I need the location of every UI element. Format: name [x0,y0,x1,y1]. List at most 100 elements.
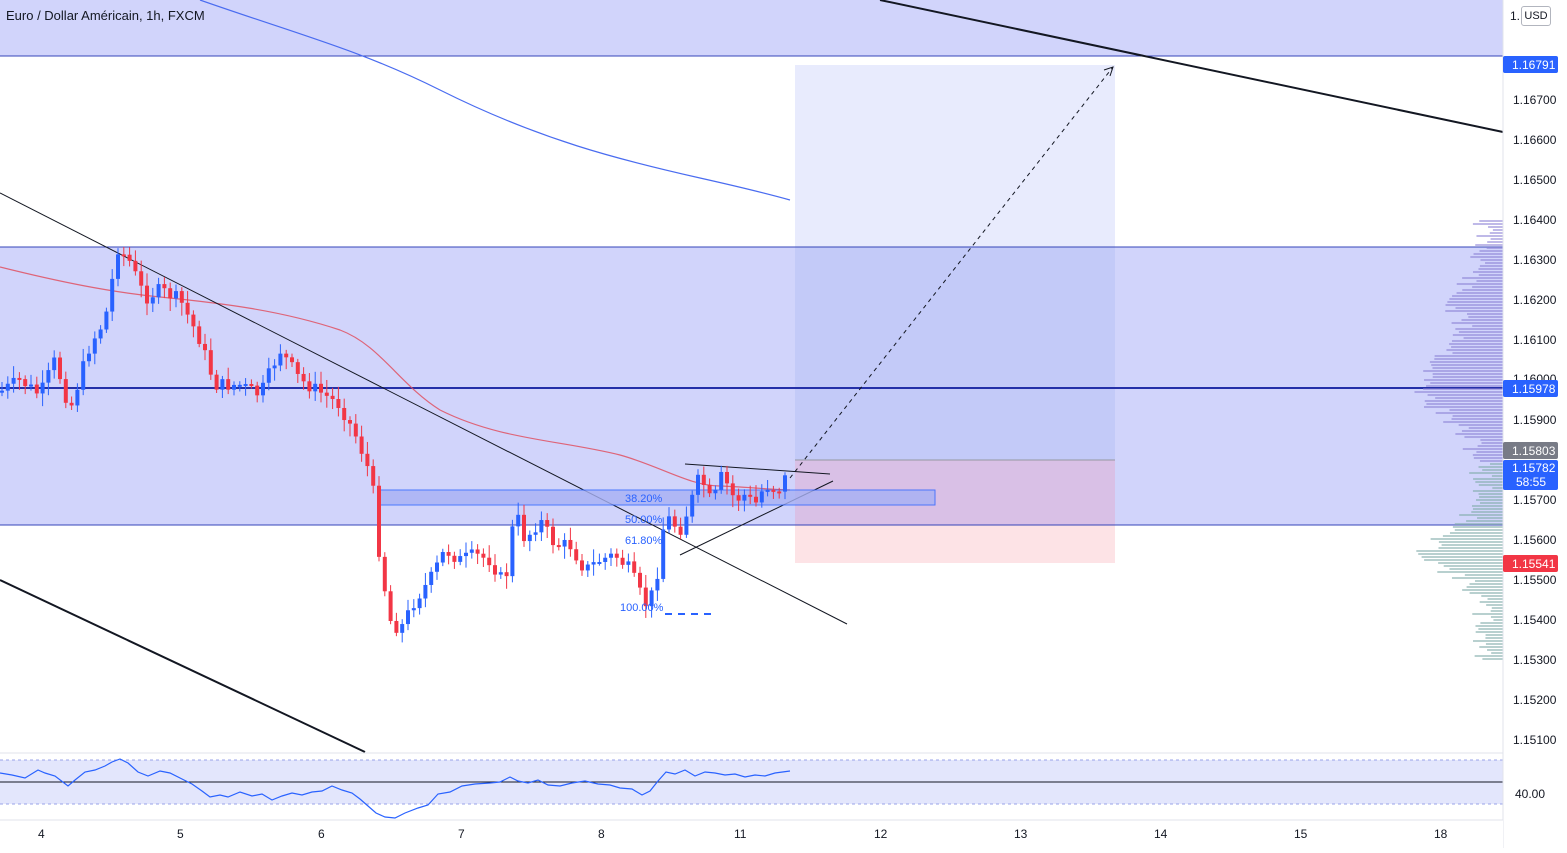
projection-arrow[interactable] [789,66,1114,479]
candle-body [574,549,579,561]
price-tick: 1.15200 [1513,693,1557,707]
price-tick: 1.16100 [1513,333,1557,347]
volume-profile-bar [1479,220,1503,222]
volume-profile-bar [1451,577,1503,579]
resistance-zone[interactable] [0,0,1503,56]
candle-body [400,624,405,633]
volume-profile-bar [1477,517,1503,519]
price-axis[interactable]: 1. 1.16700 1.16600 1.16500 1.16400 1.163… [1510,9,1557,801]
candle-body [92,338,97,354]
price-tag-stop[interactable]: 1.15541 [1503,555,1558,572]
candle-body [597,561,602,564]
volume-profile-bar [1432,367,1503,369]
price-tick-top-partial: 1. [1510,9,1520,23]
volume-profile-bar [1478,466,1503,468]
candle-body [498,572,503,575]
candle-body [272,365,277,369]
long-position-stop-area[interactable] [795,525,1115,563]
candle-body [533,532,538,535]
candle-body [5,383,10,391]
date-tick: 11 [734,827,747,841]
volume-profile-bar [1424,559,1503,561]
symbol-title[interactable]: Euro / Dollar Américain, 1h, FXCM [6,8,205,23]
volume-profile-bar [1472,286,1503,288]
candle-body [121,254,126,257]
candle-body [440,552,445,563]
volume-profile-bar [1445,310,1503,312]
candle-body [620,557,625,565]
candle-body [696,474,700,495]
price-tag-current[interactable]: 1.15782 58:55 [1503,460,1558,490]
candle-body [609,553,613,558]
candle-body [191,314,196,327]
date-tick: 5 [177,827,184,841]
volume-profile-bar [1438,562,1503,564]
candle-body [568,539,573,550]
candle-body [725,471,729,484]
volume-profile-bar [1462,289,1503,291]
volume-profile-bar [1432,376,1503,378]
candle-body [504,572,509,577]
price-tick: 1.16700 [1513,93,1557,107]
currency-badge[interactable]: USD [1521,6,1551,26]
price-tag-key-level[interactable]: 1.15978 [1503,380,1558,397]
volume-profile-bar [1424,406,1503,408]
volume-profile-bar [1449,532,1503,534]
volume-profile-bar [1451,346,1503,348]
price-axis-background [1503,0,1567,848]
price-tag-target[interactable]: 1.16791 [1503,56,1558,73]
volume-profile-bar [1456,283,1503,285]
volume-profile-bar [1488,226,1503,228]
volume-profile-bar [1479,496,1503,498]
candle-body [237,384,242,387]
candle-body [754,496,758,503]
price-tick: 1.15900 [1513,413,1557,427]
volume-profile-bar [1455,433,1503,435]
date-axis[interactable]: 4 5 6 7 8 11 12 13 14 15 18 [38,827,1448,841]
channel-support-trendline[interactable] [0,579,366,753]
candle-body [690,494,695,517]
volume-profile-bar [1458,424,1503,426]
volume-profile-bar [1485,262,1503,264]
volume-profile-bar [1477,445,1503,447]
long-position-target-area[interactable] [795,247,1115,460]
volume-profile-bar [1474,655,1503,657]
volume-profile-bar [1435,412,1503,414]
volume-profile-bar [1434,355,1503,357]
volume-profile-bar [1449,298,1503,300]
volume-profile-bar [1492,487,1503,489]
volume-profile-bar [1455,307,1503,309]
price-tag-entry-label: 1.15803 [1512,444,1556,458]
candle-body [545,520,550,527]
volume-profile-bar [1461,430,1503,432]
volume-profile-bar [1490,463,1503,465]
volume-profile-bar [1446,349,1503,351]
triangle-upper-line[interactable] [684,463,831,475]
candle-body [23,379,28,387]
candle-body [759,491,764,503]
candle-body [661,529,666,579]
volume-profile-bar [1479,460,1503,462]
volume-profile-bar [1485,637,1503,639]
price-tick: 1.16400 [1513,213,1557,227]
volume-profile-bar [1468,316,1503,318]
price-tag-entry[interactable]: 1.15803 [1503,442,1558,459]
candle-body [174,291,178,299]
candle-body [307,381,312,392]
candle-body [116,254,120,279]
range-zone[interactable] [0,247,1503,525]
date-axis-background [0,820,1503,848]
candle-body [255,385,260,396]
price-tick: 1.15400 [1513,613,1557,627]
candle-body [713,489,718,494]
volume-profile-bar [1424,379,1503,381]
volume-profile-bar [1472,325,1503,327]
volume-profile-bar [1421,556,1503,558]
candle-body [446,552,451,556]
long-term-resistance-trendline[interactable] [879,0,1504,133]
candle-body [34,384,39,394]
candle-body [539,520,544,533]
candle-body [603,557,608,562]
